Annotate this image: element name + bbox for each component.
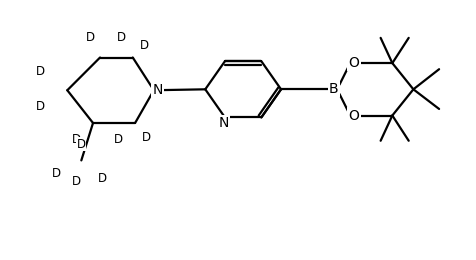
Text: O: O: [348, 56, 359, 70]
Text: D: D: [114, 133, 123, 146]
Text: D: D: [140, 39, 149, 52]
Text: D: D: [98, 172, 107, 185]
Text: B: B: [329, 82, 339, 96]
Text: D: D: [72, 133, 81, 146]
Text: D: D: [77, 138, 86, 151]
Text: D: D: [52, 167, 61, 180]
Text: D: D: [36, 65, 45, 78]
Text: D: D: [36, 100, 45, 113]
Text: D: D: [117, 31, 126, 44]
Text: N: N: [219, 116, 229, 130]
Text: D: D: [72, 175, 81, 188]
Text: O: O: [348, 108, 359, 122]
Text: D: D: [142, 131, 151, 144]
Text: D: D: [86, 31, 95, 44]
Text: N: N: [152, 83, 163, 97]
